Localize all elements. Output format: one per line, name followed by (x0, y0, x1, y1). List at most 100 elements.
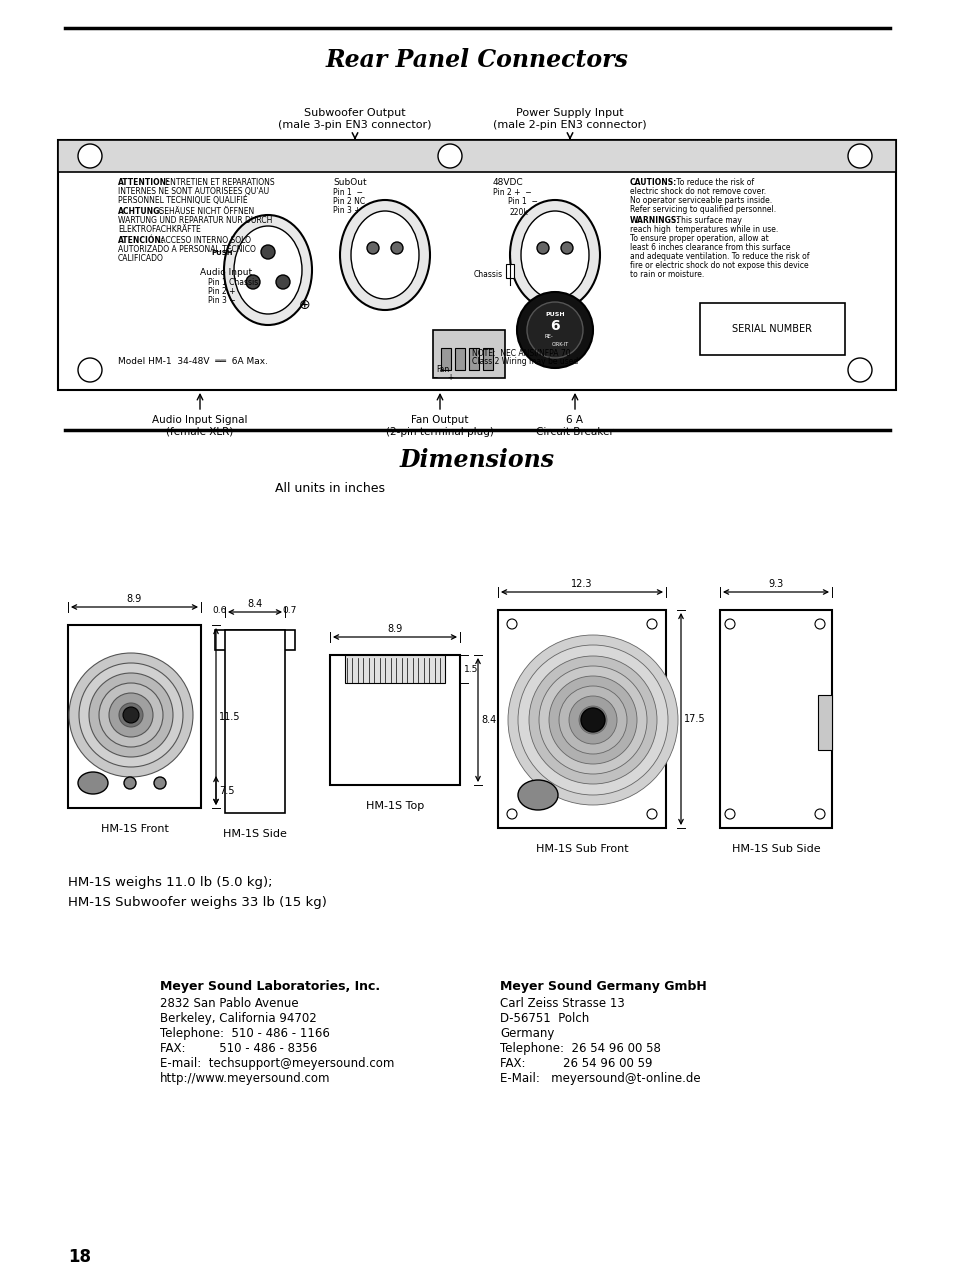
Circle shape (814, 809, 824, 819)
Text: Pin 1 Chassis: Pin 1 Chassis (208, 278, 258, 287)
Circle shape (437, 144, 461, 168)
Circle shape (506, 618, 517, 629)
Text: least 6 inches clearance from this surface: least 6 inches clearance from this surfa… (629, 243, 790, 251)
Text: (male 3-pin EN3 connector): (male 3-pin EN3 connector) (278, 119, 432, 130)
Circle shape (517, 645, 667, 795)
Text: HM-1S Top: HM-1S Top (366, 801, 424, 812)
Text: (male 2-pin EN3 connector): (male 2-pin EN3 connector) (493, 119, 646, 130)
Text: Power Supply Input: Power Supply Input (516, 108, 623, 118)
Text: Rear Panel Connectors: Rear Panel Connectors (325, 48, 628, 72)
Text: ACHTUNG:: ACHTUNG: (118, 207, 163, 216)
Text: HM-1S Front: HM-1S Front (100, 824, 169, 834)
Circle shape (568, 696, 617, 744)
Text: Model HM-1  34-48V  ══  6A Max.: Model HM-1 34-48V ══ 6A Max. (118, 357, 268, 366)
Text: Subwoofer Output: Subwoofer Output (304, 108, 405, 118)
Text: PERSONNEL TECHNIQUE QUALIFIÉ: PERSONNEL TECHNIQUE QUALIFIÉ (118, 196, 248, 206)
Circle shape (537, 243, 548, 254)
Circle shape (367, 243, 378, 254)
Bar (58, 140, 895, 390)
Text: Class 2 Wiring may be used: Class 2 Wiring may be used (472, 357, 578, 366)
Text: 8.4: 8.4 (480, 715, 496, 725)
Text: (female XLR): (female XLR) (166, 427, 233, 437)
Text: E-mail:  techsupport@meyersound.com: E-mail: techsupport@meyersound.com (160, 1057, 394, 1071)
Text: ENTRETIEN ET REPARATIONS: ENTRETIEN ET REPARATIONS (163, 178, 274, 187)
Bar (225, 630, 285, 813)
Text: Circuit Breaker: Circuit Breaker (536, 427, 613, 437)
Circle shape (246, 276, 260, 290)
Text: E-Mail:   meyersound@t-online.de: E-Mail: meyersound@t-online.de (499, 1072, 700, 1085)
Text: 6 A: 6 A (566, 415, 583, 425)
Text: 1.5: 1.5 (463, 664, 477, 673)
Text: −    +: − + (432, 373, 454, 382)
Text: and adequate ventilation. To reduce the risk of: and adequate ventilation. To reduce the … (629, 251, 809, 262)
Circle shape (153, 777, 166, 789)
Circle shape (78, 144, 102, 168)
Text: Telephone:  26 54 96 00 58: Telephone: 26 54 96 00 58 (499, 1041, 660, 1055)
Bar (330, 655, 459, 785)
Text: CIRK-IT: CIRK-IT (551, 342, 568, 347)
Text: Audio Input Signal: Audio Input Signal (152, 415, 248, 425)
Ellipse shape (517, 780, 558, 810)
Bar (455, 348, 464, 370)
Bar (433, 330, 504, 378)
Text: FAX:          26 54 96 00 59: FAX: 26 54 96 00 59 (499, 1057, 652, 1071)
Text: ATENCIÓN:: ATENCIÓN: (118, 236, 165, 245)
Text: 2832 San Pablo Avenue: 2832 San Pablo Avenue (160, 997, 298, 1010)
Text: Germany: Germany (499, 1027, 554, 1040)
Bar (700, 304, 844, 356)
Text: Meyer Sound Laboratories, Inc.: Meyer Sound Laboratories, Inc. (160, 980, 379, 993)
Text: D-56751  Polch: D-56751 Polch (499, 1012, 589, 1025)
Circle shape (814, 618, 824, 629)
Text: To ensure proper operation, allow at: To ensure proper operation, allow at (629, 234, 768, 243)
Circle shape (847, 144, 871, 168)
Circle shape (124, 777, 136, 789)
Text: WARNINGS:: WARNINGS: (629, 216, 679, 225)
Text: CAUTIONS:: CAUTIONS: (629, 178, 677, 187)
Ellipse shape (224, 215, 312, 325)
Text: PUSH: PUSH (211, 250, 233, 257)
Text: Fan: Fan (436, 364, 449, 373)
Text: Chassis: Chassis (474, 271, 502, 279)
Text: GEHÄUSE NICHT ÖFFNEN: GEHÄUSE NICHT ÖFFNEN (156, 207, 254, 216)
Bar (720, 610, 831, 828)
Circle shape (526, 302, 582, 358)
Text: 9.3: 9.3 (767, 579, 782, 589)
Text: ATTENTION:: ATTENTION: (118, 178, 170, 187)
Text: SubOut: SubOut (333, 178, 366, 187)
Circle shape (506, 809, 517, 819)
Circle shape (517, 292, 593, 368)
Bar (68, 625, 201, 808)
Circle shape (724, 809, 734, 819)
Text: INTERNES NE SONT AUTORISEES QU'AU: INTERNES NE SONT AUTORISEES QU'AU (118, 187, 269, 196)
Text: 17.5: 17.5 (683, 714, 705, 724)
Circle shape (275, 276, 290, 290)
Text: Pin 2 +: Pin 2 + (208, 287, 235, 296)
Circle shape (580, 707, 604, 732)
Circle shape (724, 618, 734, 629)
Text: SERIAL NUMBER: SERIAL NUMBER (731, 324, 811, 334)
Bar (58, 140, 895, 171)
Text: CALIFICADO: CALIFICADO (118, 254, 164, 263)
Text: Pin 3 −: Pin 3 − (208, 296, 235, 305)
Text: Pin 2 NC: Pin 2 NC (333, 197, 365, 206)
Circle shape (119, 704, 143, 726)
Text: 0.7: 0.7 (282, 606, 297, 615)
Circle shape (529, 657, 657, 784)
Ellipse shape (78, 772, 108, 794)
Bar (505, 264, 514, 278)
Bar (497, 610, 665, 828)
Text: Audio Input: Audio Input (200, 268, 252, 277)
Text: ACCESO INTERNO SOLO: ACCESO INTERNO SOLO (158, 236, 251, 245)
Text: Berkeley, California 94702: Berkeley, California 94702 (160, 1012, 316, 1025)
Text: This surface may: This surface may (673, 216, 741, 225)
Ellipse shape (351, 211, 418, 298)
Bar (58, 140, 895, 171)
Circle shape (548, 676, 637, 765)
Text: HM-1S Sub Side: HM-1S Sub Side (731, 845, 820, 853)
Text: Dimensions: Dimensions (399, 448, 554, 472)
Text: AUTORIZADO A PERSONAL TÉCNICO: AUTORIZADO A PERSONAL TÉCNICO (118, 245, 255, 254)
Text: 8.9: 8.9 (127, 594, 142, 605)
Bar (214, 630, 294, 650)
Bar (345, 655, 444, 683)
Text: reach high  temperatures while in use.: reach high temperatures while in use. (629, 225, 778, 234)
